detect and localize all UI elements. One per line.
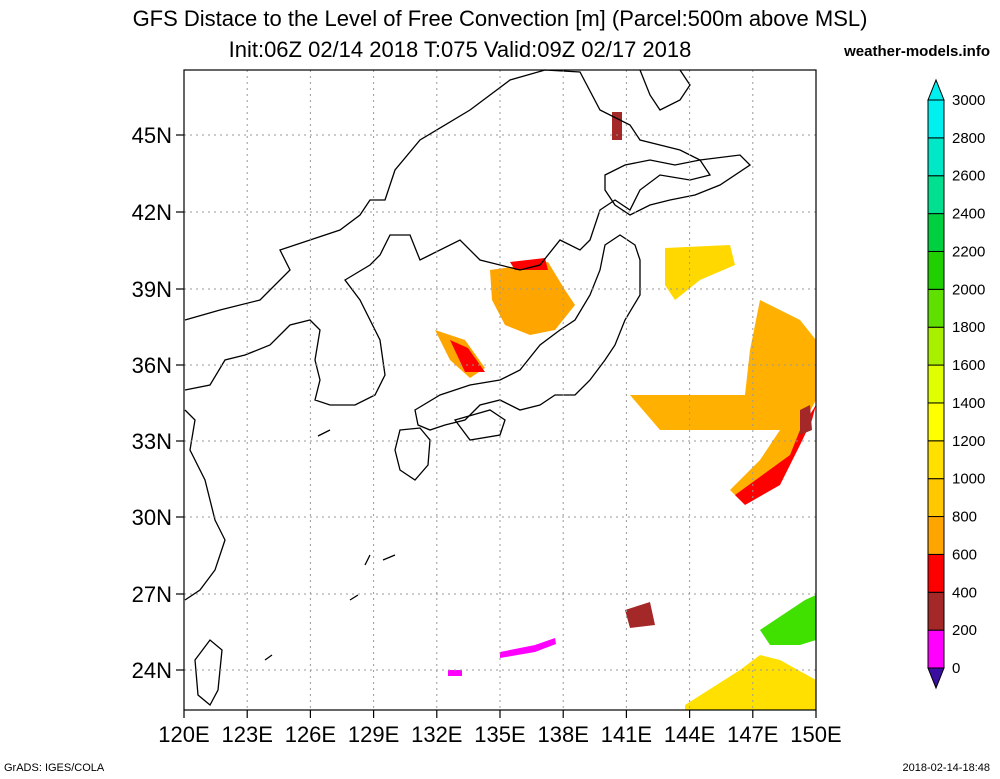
tick-label-lon: 147E [727, 722, 778, 747]
colorbar-label: 1400 [952, 395, 985, 412]
tick-label-lon: 138E [538, 722, 589, 747]
field-magenta-cell [448, 670, 462, 676]
colorbar-swatch [927, 137, 945, 177]
colorbar-swatch [927, 440, 945, 480]
map-title: GFS Distace to the Level of Free Convect… [132, 6, 868, 31]
coastline-honshu [414, 234, 641, 431]
tick-label-lat: 33N [132, 429, 172, 454]
colorbar-label: 400 [952, 584, 977, 601]
colorbar-swatch [927, 288, 945, 328]
axis-ticks: 120E 123E 126E 129E 132E 135E 138E 141E 144E 147E… [132, 123, 842, 747]
field-brown-north [612, 112, 622, 140]
coastline-shikoku [453, 409, 506, 441]
coastline-ryukyu [264, 429, 396, 661]
colorbar-label: 1200 [952, 433, 985, 450]
colorbar-swatch [927, 175, 945, 215]
tick-label-lat: 27N [132, 582, 172, 607]
tick-label-lat: 36N [132, 353, 172, 378]
tick-label-lon: 132E [411, 722, 462, 747]
colorbar-upper-arrow [927, 78, 945, 101]
field-orange-japan-sea [490, 262, 575, 335]
colorbar-swatch [927, 553, 945, 593]
lfc-field [435, 112, 816, 710]
colorbar-label: 600 [952, 546, 977, 563]
colorbar-label: 2800 [952, 130, 985, 147]
coastline-hokkaido [604, 154, 752, 216]
tick-label-lat: 39N [132, 277, 172, 302]
coastline-sakhalin [639, 69, 691, 111]
coastline-kyushu [394, 427, 431, 481]
field-brown-east [800, 405, 812, 435]
field-red-pacific-band [735, 405, 816, 505]
field-red-japan-sea [510, 258, 548, 270]
tick-label-lat: 42N [132, 200, 172, 225]
tick-label-lon: 123E [222, 722, 273, 747]
tick-label-lon: 150E [790, 722, 841, 747]
colorbar-swatch [927, 213, 945, 252]
field-orange-pacific-band [630, 300, 816, 500]
colorbar-swatch [927, 364, 945, 404]
map-subtitle: Init:06Z 02/14 2018 T:075 Valid:09Z 02/1… [228, 37, 692, 62]
colorbar-label: 1000 [952, 471, 985, 488]
grid-lines [184, 70, 816, 710]
site-credit: weather-models.info [844, 43, 990, 60]
coastline-mainland [184, 69, 712, 406]
tick-label-lon: 129E [348, 722, 399, 747]
colorbar-label: 3000 [952, 92, 985, 109]
tick-label-lat: 45N [132, 123, 172, 148]
footer-left: GrADS: IGES/COLA [4, 762, 105, 774]
colorbar-label: 2400 [952, 206, 985, 223]
colorbar-swatch [927, 326, 945, 366]
coastline-taiwan [194, 639, 223, 707]
tick-label-lon: 144E [664, 722, 715, 747]
tick-label-lon: 135E [474, 722, 525, 747]
tick-label-lon: 141E [601, 722, 652, 747]
colorbar-swatch [927, 99, 945, 139]
colorbar-label: 1600 [952, 357, 985, 374]
colorbar-label: 200 [952, 622, 977, 639]
colorbar-swatch [927, 516, 945, 555]
field-magenta-streak [500, 638, 556, 658]
coastline-china-south [184, 409, 226, 601]
colorbar-swatch [927, 629, 945, 669]
tick-label-lon: 126E [285, 722, 336, 747]
tick-label-lat: 24N [132, 658, 172, 683]
field-brown-bonin [625, 602, 655, 628]
colorbar-label: 1800 [952, 319, 985, 336]
colorbar-label: 0 [952, 660, 960, 677]
colorbar-swatch [927, 478, 945, 518]
colorbar-label: 2000 [952, 281, 985, 298]
colorbar-swatch [927, 591, 945, 631]
footer-right: 2018-02-14-18:48 [902, 762, 990, 774]
field-yellow-south [685, 655, 816, 710]
field-red-wakasa [450, 340, 485, 372]
colorbar-label: 2200 [952, 243, 985, 260]
colorbar-swatch [927, 402, 945, 442]
tick-label-lat: 30N [132, 505, 172, 530]
colorbar-label: 2600 [952, 168, 985, 185]
field-yellow-pacific-north [665, 245, 735, 300]
colorbar-lower-arrow [927, 667, 945, 690]
coastlines [184, 69, 752, 707]
colorbar-label: 800 [952, 509, 977, 526]
field-green-south [760, 595, 816, 645]
colorbar: 0 200 400 600 800 1000 1200 1400 1600 1800 2000 220… [927, 78, 985, 690]
colorbar-swatch [927, 250, 945, 290]
tick-label-lon: 120E [158, 722, 209, 747]
